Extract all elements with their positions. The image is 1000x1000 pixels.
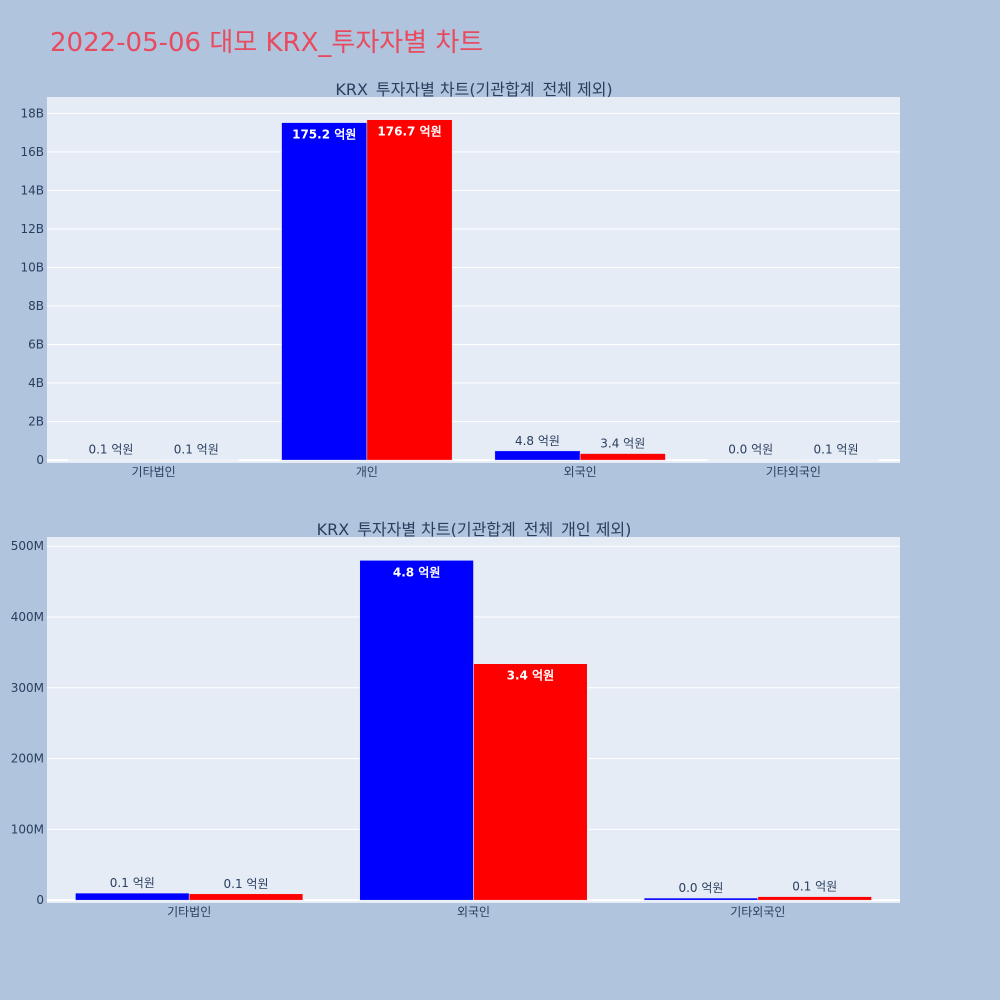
data-label: 0.0 억원 xyxy=(728,443,773,457)
x-tick-label: 외국인 xyxy=(457,905,490,919)
data-label: 4.8 억원 xyxy=(393,565,441,579)
x-tick-label: 기타외국인 xyxy=(730,905,785,919)
y-tick-label: 8B xyxy=(28,299,44,313)
data-label: 0.1 억원 xyxy=(88,443,133,457)
data-label: 0.1 억원 xyxy=(814,443,859,457)
chart-title: KRX_투자자별 차트(기관합계_전체 제외) xyxy=(335,80,612,100)
y-tick-label: 14B xyxy=(20,183,44,197)
y-tick-label: 4B xyxy=(28,376,44,390)
data-label: 0.1 억원 xyxy=(224,877,269,891)
x-tick-label: 기타외국인 xyxy=(766,465,821,479)
bar xyxy=(68,459,154,461)
chart-investor-excl-individual: KRX_투자자별 차트(기관합계_전체_개인 제외) 0 100M 200M 300M… xyxy=(11,520,900,919)
y-tick-label: 10B xyxy=(20,260,44,274)
chart-investor-all: KRX_투자자별 차트(기관합계_전체 제외) 0 2B 4B 6B 8B 10B 12B 1… xyxy=(20,80,900,479)
chart-title: KRX_투자자별 차트(기관합계_전체_개인 제외) xyxy=(317,520,632,540)
x-tick-label: 개인 xyxy=(356,465,378,479)
y-tick-label: 2B xyxy=(28,415,44,429)
bar xyxy=(793,459,879,461)
y-tick-label: 18B xyxy=(20,106,44,120)
x-tick-label: 외국인 xyxy=(564,465,597,479)
data-label: 3.4 억원 xyxy=(600,437,645,451)
y-tick-label: 16B xyxy=(20,145,44,159)
data-label: 4.8 억원 xyxy=(515,434,560,448)
y-tick-label: 12B xyxy=(20,222,44,236)
bar xyxy=(366,119,453,461)
bar xyxy=(707,459,794,461)
bar xyxy=(153,459,240,461)
data-label: 0.1 억원 xyxy=(792,880,837,894)
data-label: 175.2 억원 xyxy=(292,128,356,142)
data-label: 176.7 억원 xyxy=(377,125,441,139)
plot-area xyxy=(47,97,900,463)
y-tick-label: 6B xyxy=(28,338,44,352)
data-label: 0.0 억원 xyxy=(678,881,723,895)
bar xyxy=(473,663,588,901)
y-tick-label: 200M xyxy=(11,752,44,766)
y-tick-label: 0 xyxy=(36,453,44,467)
y-tick-label: 300M xyxy=(11,681,44,695)
x-tick-label: 기타법인 xyxy=(132,465,176,479)
bar xyxy=(281,122,368,461)
data-label: 0.1 억원 xyxy=(110,876,155,890)
bar xyxy=(494,450,581,461)
y-tick-label: 500M xyxy=(11,539,44,553)
bar xyxy=(579,453,666,461)
y-tick-label: 400M xyxy=(11,610,44,624)
y-tick-label: 100M xyxy=(11,822,44,836)
bar xyxy=(643,897,759,901)
x-tick-label: 기타법인 xyxy=(167,905,211,919)
bar xyxy=(359,560,474,901)
data-label: 0.1 억원 xyxy=(174,443,219,457)
page-title: 2022-05-06 대모 KRX_투자자별 차트 xyxy=(50,28,484,58)
bar xyxy=(757,896,872,901)
bar xyxy=(75,892,190,901)
bar xyxy=(188,893,304,901)
data-label: 3.4 억원 xyxy=(507,669,555,683)
y-tick-label: 0 xyxy=(36,893,44,907)
